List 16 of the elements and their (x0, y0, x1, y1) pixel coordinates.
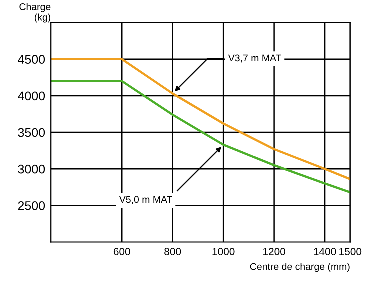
x-tick-label: 600 (114, 248, 130, 256)
x-tick-label: 1400 (314, 248, 336, 256)
x-tick-label: 1200 (264, 248, 286, 256)
y-tick-label: 4500 (18, 55, 46, 64)
y-tick-label: 3500 (18, 128, 46, 138)
x-tick-label: 1000 (212, 248, 235, 256)
y-tick-label: 3000 (18, 164, 46, 174)
y-axis-title: Charge (kg) (20, 3, 51, 23)
x-tick-label: 800 (164, 248, 182, 256)
x-axis-title: Centre de charge (mm) (250, 263, 350, 272)
y-tick-label: 4000 (18, 92, 46, 101)
line-series (51, 80, 350, 194)
x-tick-label: 1500 (340, 248, 362, 256)
annotation: V3,7 m MAT (228, 54, 282, 63)
y-tick-label: 2500 (18, 201, 46, 210)
annotation: V5,0 m MAT (119, 196, 172, 204)
